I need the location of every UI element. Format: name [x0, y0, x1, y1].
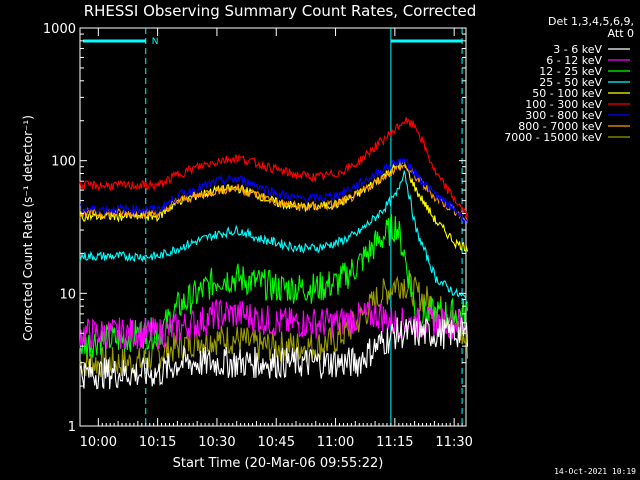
legend-header-line-1: Det 1,3,4,5,6,9, [548, 15, 634, 28]
plot-title: RHESSI Observing Summary Count Rates, Co… [84, 2, 477, 20]
y-tick-label: 10 [59, 287, 76, 302]
x-tick-label: 11:00 [317, 435, 354, 450]
legend-label: 6 - 12 keV [546, 54, 602, 67]
x-tick-label: 11:30 [435, 435, 472, 450]
x-tick-label: 11:15 [376, 435, 413, 450]
series-line-7000-15000-kev [79, 273, 469, 379]
x-tick-label: 10:45 [258, 435, 295, 450]
legend-header-line-2: Att 0 [608, 27, 634, 40]
x-tick-label: 10:00 [80, 435, 117, 450]
series-line-25-50-kev [79, 170, 468, 305]
x-tick-label: 10:15 [139, 435, 176, 450]
night-marker-label: N [152, 37, 159, 47]
x-axis-label: Start Time (20-Mar-06 09:55:22) [173, 456, 384, 471]
legend-label: 100 - 300 keV [525, 98, 602, 111]
marker-layer: N [83, 28, 463, 426]
y-axis: 1 10 100 1000 [43, 22, 466, 435]
x-tick-label: 10:30 [198, 435, 235, 450]
chart-title: RHESSI Observing Summary Count Rates, Co… [84, 2, 477, 20]
legend-label: 50 - 100 keV [532, 87, 602, 100]
legend-label: 800 - 7000 keV [518, 120, 602, 133]
legend-label: 25 - 50 keV [539, 76, 602, 89]
y-tick-label: 1000 [43, 22, 76, 37]
series-line-800-7000-kev [79, 163, 469, 224]
legend-label: 300 - 800 keV [525, 109, 602, 122]
legend-label: 7000 - 15000 keV [504, 131, 602, 144]
series-layer [79, 116, 469, 390]
footer-date: 14-Oct-2021 10:19 [554, 467, 636, 476]
series-line-3-6-kev [79, 317, 469, 390]
series-line-6-12-kev [79, 299, 469, 350]
series-line-100-300-kev [79, 116, 469, 219]
plot-frame [79, 27, 467, 427]
x-axis: 10:00 10:15 10:30 10:45 11:00 11:15 11:30 [80, 28, 473, 450]
y-tick-label: 100 [51, 155, 76, 170]
series-line-300-800-kev [79, 157, 469, 224]
plot-area [79, 27, 467, 427]
y-tick-label: 1 [68, 420, 76, 435]
legend-label: 3 - 6 keV [553, 43, 602, 56]
legend-label: 12 - 25 keV [539, 65, 602, 78]
y-axis-label: Corrected Count Rate (s⁻¹ detector⁻¹) [21, 115, 35, 341]
